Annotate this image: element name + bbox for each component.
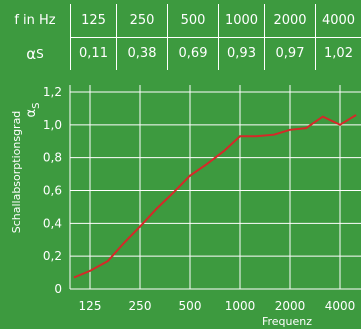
- table-divider: [70, 4, 71, 70]
- y-tick-label: 0,8: [43, 151, 62, 165]
- y-axis-symbol-sub: S: [31, 103, 42, 109]
- table-divider: [70, 37, 361, 38]
- y-tick-label: 0: [54, 282, 62, 296]
- alpha-symbol: α: [26, 44, 37, 63]
- frequency-cell: 2000: [273, 13, 307, 28]
- absorption-cell: 0,11: [79, 46, 108, 61]
- y-tick-label: 1,0: [43, 118, 62, 132]
- y-tick-label: 0,6: [43, 184, 62, 198]
- svg-text:αS: αS: [24, 103, 42, 118]
- x-axis-ticks: 125 250 500 1000 2000 4000: [79, 299, 356, 313]
- y-axis-label: Schallabsorptionsgrad: [10, 111, 23, 234]
- table-divider: [264, 4, 265, 70]
- y-axis-symbol-alpha: α: [24, 109, 39, 118]
- frequency-cell: 500: [180, 13, 206, 28]
- y-axis-ticks: 0 0,2 0,4 0,6 0,8 1,0 1,2: [43, 85, 62, 296]
- y-tick-label: 0,2: [43, 249, 62, 263]
- x-tick-label: 2000: [275, 299, 306, 313]
- frequency-row: f in Hz 125 250 500 1000 2000 4000: [0, 4, 361, 37]
- chart-grid: [69, 85, 361, 290]
- frequency-cell: 4000: [321, 13, 356, 28]
- absorption-curve: [73, 114, 357, 279]
- x-tick-label: 250: [129, 299, 152, 313]
- absorption-cell: 0,38: [127, 46, 157, 61]
- absorption-cell: 0,93: [227, 46, 256, 61]
- table-divider: [218, 4, 219, 70]
- table-divider: [315, 4, 316, 70]
- absorption-cell: 0,97: [275, 46, 305, 61]
- frequency-cell: 125: [81, 13, 106, 28]
- x-tick-label: 125: [79, 299, 102, 313]
- y-tick-label: 1,2: [43, 85, 62, 99]
- table-divider: [167, 4, 168, 70]
- x-tick-label: 1000: [225, 299, 256, 313]
- absorption-cell: 1,02: [324, 46, 353, 61]
- x-tick-label: 4000: [325, 299, 356, 313]
- x-axis-label: Frequenz: [262, 315, 312, 328]
- absorption-cell: 0,69: [178, 46, 208, 61]
- alpha-subscript: S: [36, 46, 44, 61]
- frequency-header: f in Hz: [14, 13, 56, 28]
- table-divider: [116, 4, 117, 70]
- frequency-cell: 1000: [224, 13, 259, 28]
- y-tick-label: 0,4: [43, 216, 62, 230]
- x-tick-label: 500: [179, 299, 202, 313]
- y-axis-symbol: αS: [24, 103, 42, 118]
- frequency-cell: 250: [129, 13, 155, 28]
